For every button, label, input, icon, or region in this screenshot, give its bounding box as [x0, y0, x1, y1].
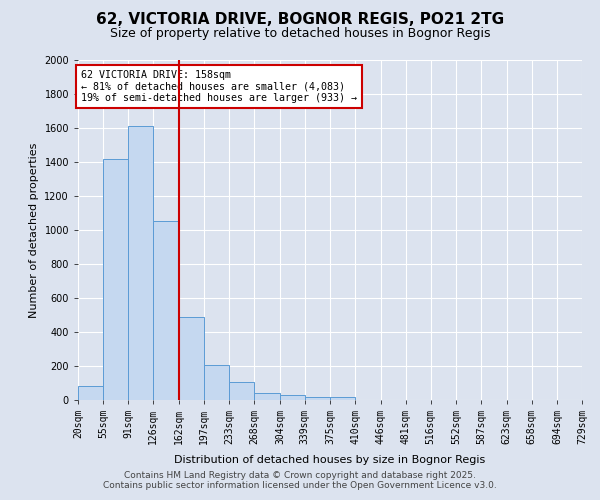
Y-axis label: Number of detached properties: Number of detached properties	[29, 142, 39, 318]
Text: Contains HM Land Registry data © Crown copyright and database right 2025.
Contai: Contains HM Land Registry data © Crown c…	[103, 470, 497, 490]
Text: 62 VICTORIA DRIVE: 158sqm
← 81% of detached houses are smaller (4,083)
19% of se: 62 VICTORIA DRIVE: 158sqm ← 81% of detac…	[80, 70, 356, 103]
Bar	[128, 126, 154, 400]
X-axis label: Distribution of detached houses by size in Bognor Regis: Distribution of detached houses by size …	[175, 456, 485, 466]
Bar	[280, 395, 305, 400]
Bar	[179, 316, 204, 400]
Text: Size of property relative to detached houses in Bognor Regis: Size of property relative to detached ho…	[110, 28, 490, 40]
Bar	[204, 365, 229, 400]
Bar	[254, 393, 280, 400]
Bar	[331, 398, 355, 400]
Bar	[154, 220, 179, 400]
Text: 62, VICTORIA DRIVE, BOGNOR REGIS, PO21 2TG: 62, VICTORIA DRIVE, BOGNOR REGIS, PO21 2…	[96, 12, 504, 28]
Bar	[305, 396, 331, 400]
Bar	[78, 386, 103, 400]
Bar	[229, 382, 254, 400]
Bar	[103, 158, 128, 400]
